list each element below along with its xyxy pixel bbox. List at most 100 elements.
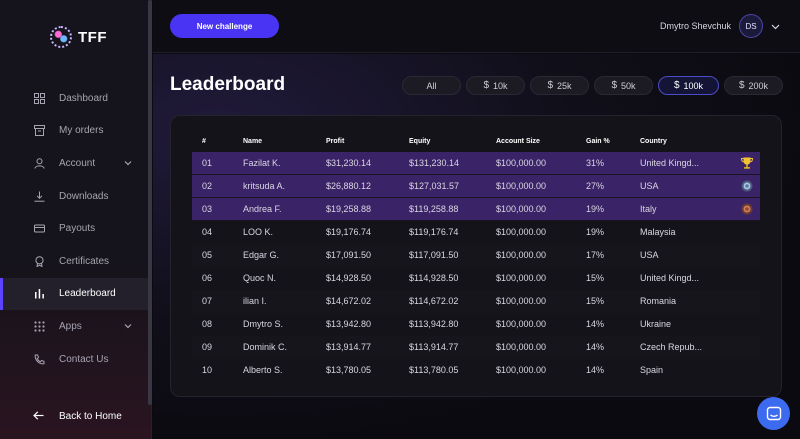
column-header-equity: Equity bbox=[409, 138, 431, 145]
cell-name: Edgar G. bbox=[243, 250, 280, 260]
cell-gain: 15% bbox=[586, 273, 605, 283]
chevron-down-icon[interactable] bbox=[124, 322, 132, 330]
apps-icon bbox=[33, 320, 45, 332]
download-icon bbox=[33, 190, 45, 202]
cell-account-size: $100,000.00 bbox=[496, 296, 547, 306]
cell-country: Spain bbox=[640, 365, 664, 375]
sidebar-item-label: Downloads bbox=[59, 190, 109, 202]
filter-label: All bbox=[426, 80, 437, 91]
dollar-icon: $ bbox=[673, 80, 680, 91]
cell-gain: 19% bbox=[586, 204, 605, 214]
dollar-icon: $ bbox=[483, 80, 490, 91]
chevron-down-icon[interactable] bbox=[771, 22, 780, 31]
silver-medal-icon bbox=[741, 180, 753, 192]
sidebar-nav: Dashboard My orders Account Downloads bbox=[0, 82, 148, 375]
dollar-icon: $ bbox=[547, 80, 554, 91]
cell-account-size: $100,000.00 bbox=[496, 227, 547, 237]
cell-equity: $117,091.50 bbox=[409, 250, 459, 260]
brand-logo[interactable]: TFF bbox=[50, 26, 107, 48]
filter-label: 200k bbox=[748, 80, 769, 91]
chat-icon bbox=[766, 406, 781, 420]
table-row[interactable]: 05 Edgar G. $17,091.50 $117,091.50 $100,… bbox=[192, 244, 760, 267]
filter-10k[interactable]: $ 10k bbox=[466, 76, 525, 95]
gold-trophy-icon bbox=[740, 157, 754, 169]
cell-gain: 14% bbox=[586, 342, 605, 352]
filter-50k[interactable]: $ 50k bbox=[594, 76, 653, 95]
cell-name: Andrea F. bbox=[243, 204, 282, 214]
top-bar: New challenge Dmytro Shevchuk DS bbox=[153, 0, 800, 53]
sidebar-scrollbar[interactable] bbox=[148, 0, 152, 405]
cell-name: ilian I. bbox=[243, 296, 267, 306]
avatar[interactable]: DS bbox=[739, 14, 763, 38]
table-row[interactable]: 06 Quoc N. $14,928.50 $114,928.50 $100,0… bbox=[192, 267, 760, 290]
cell-profit: $17,091.50 bbox=[326, 250, 372, 260]
user-menu[interactable]: Dmytro Shevchuk DS bbox=[660, 14, 780, 38]
table-row[interactable]: 09 Dominik C. $13,914.77 $113,914.77 $10… bbox=[192, 336, 760, 359]
cell-equity: $114,672.02 bbox=[409, 296, 459, 306]
filter-200k[interactable]: $ 200k bbox=[724, 76, 783, 95]
cell-account-size: $100,000.00 bbox=[496, 342, 547, 352]
arrow-left-icon bbox=[33, 410, 45, 422]
sidebar-item-my-orders[interactable]: My orders bbox=[0, 115, 148, 148]
bronze-medal-icon bbox=[741, 203, 753, 215]
cell-equity: $131,230.14 bbox=[409, 158, 460, 168]
sidebar-item-contact-us[interactable]: Contact Us bbox=[0, 343, 148, 376]
cell-country: United Kingd... bbox=[640, 273, 700, 283]
cell-country: Italy bbox=[640, 204, 657, 214]
sidebar-item-certificates[interactable]: Certificates bbox=[0, 245, 148, 278]
cell-equity: $113,914.77 bbox=[409, 342, 459, 352]
cell-equity: $114,928.50 bbox=[409, 273, 459, 283]
cell-gain: 17% bbox=[586, 250, 605, 260]
cell-account-size: $100,000.00 bbox=[496, 250, 547, 260]
cell-country: Czech Repub... bbox=[640, 342, 703, 352]
cell-name: LOO K. bbox=[243, 227, 274, 237]
sidebar-item-label: Apps bbox=[59, 320, 82, 332]
cell-account-size: $100,000.00 bbox=[496, 204, 547, 214]
filter-25k[interactable]: $ 25k bbox=[530, 76, 589, 95]
cell-country: Ukraine bbox=[640, 319, 672, 329]
sidebar-item-payouts[interactable]: Payouts bbox=[0, 212, 148, 245]
table-row[interactable]: 01 Fazilat K. $31,230.14 $131,230.14 $10… bbox=[192, 152, 760, 175]
page-title: Leaderboard bbox=[170, 74, 286, 95]
sidebar-item-label: Payouts bbox=[59, 223, 96, 235]
filter-label: 100k bbox=[683, 80, 704, 91]
bar-chart-icon bbox=[33, 288, 45, 300]
logo-icon bbox=[50, 26, 72, 48]
chevron-down-icon[interactable] bbox=[124, 159, 132, 167]
cell-gain: 19% bbox=[586, 227, 605, 237]
sidebar-item-account[interactable]: Account bbox=[0, 147, 148, 180]
sidebar-item-label: Dashboard bbox=[59, 92, 108, 104]
filter-100k[interactable]: $ 100k bbox=[658, 76, 719, 95]
sidebar-item-downloads[interactable]: Downloads bbox=[0, 180, 148, 213]
table-row[interactable]: 10 Alberto S. $13,780.05 $113,780.05 $10… bbox=[192, 359, 760, 382]
table-row[interactable]: 02 kritsuda A. $26,880.12 $127,031.57 $1… bbox=[192, 175, 760, 198]
back-to-home-label: Back to Home bbox=[59, 410, 122, 422]
cell-rank: 02 bbox=[202, 181, 213, 191]
cell-equity: $113,780.05 bbox=[409, 365, 459, 375]
column-header-rank: # bbox=[202, 138, 206, 145]
table-row[interactable]: 07 ilian I. $14,672.02 $114,672.02 $100,… bbox=[192, 290, 760, 313]
cell-rank: 08 bbox=[202, 319, 213, 329]
sidebar-item-apps[interactable]: Apps bbox=[0, 310, 148, 343]
cell-equity: $119,176.74 bbox=[409, 227, 459, 237]
cell-account-size: $100,000.00 bbox=[496, 158, 547, 168]
filter-all[interactable]: All bbox=[402, 76, 461, 95]
table-row[interactable]: 08 Dmytro S. $13,942.80 $113,942.80 $100… bbox=[192, 313, 760, 336]
new-challenge-button[interactable]: New challenge bbox=[170, 14, 279, 38]
sidebar-item-label: Contact Us bbox=[59, 353, 109, 365]
cell-rank: 10 bbox=[202, 365, 213, 375]
back-to-home-link[interactable]: Back to Home bbox=[33, 410, 122, 422]
sidebar-item-leaderboard[interactable]: Leaderboard bbox=[0, 277, 148, 311]
sidebar-item-label: Certificates bbox=[59, 255, 110, 267]
cell-rank: 06 bbox=[202, 273, 213, 283]
table-row[interactable]: 03 Andrea F. $19,258.88 $119,258.88 $100… bbox=[192, 198, 760, 221]
cell-name: Dominik C. bbox=[243, 342, 288, 352]
cell-account-size: $100,000.00 bbox=[496, 365, 547, 375]
sidebar-item-dashboard[interactable]: Dashboard bbox=[0, 82, 148, 115]
card-icon bbox=[33, 223, 45, 235]
table-row[interactable]: 04 LOO K. $19,176.74 $119,176.74 $100,00… bbox=[192, 221, 760, 244]
chat-support-button[interactable] bbox=[757, 397, 790, 430]
cell-account-size: $100,000.00 bbox=[496, 181, 547, 191]
cell-profit: $14,928.50 bbox=[326, 273, 372, 283]
column-header-gain: Gain % bbox=[586, 138, 610, 145]
